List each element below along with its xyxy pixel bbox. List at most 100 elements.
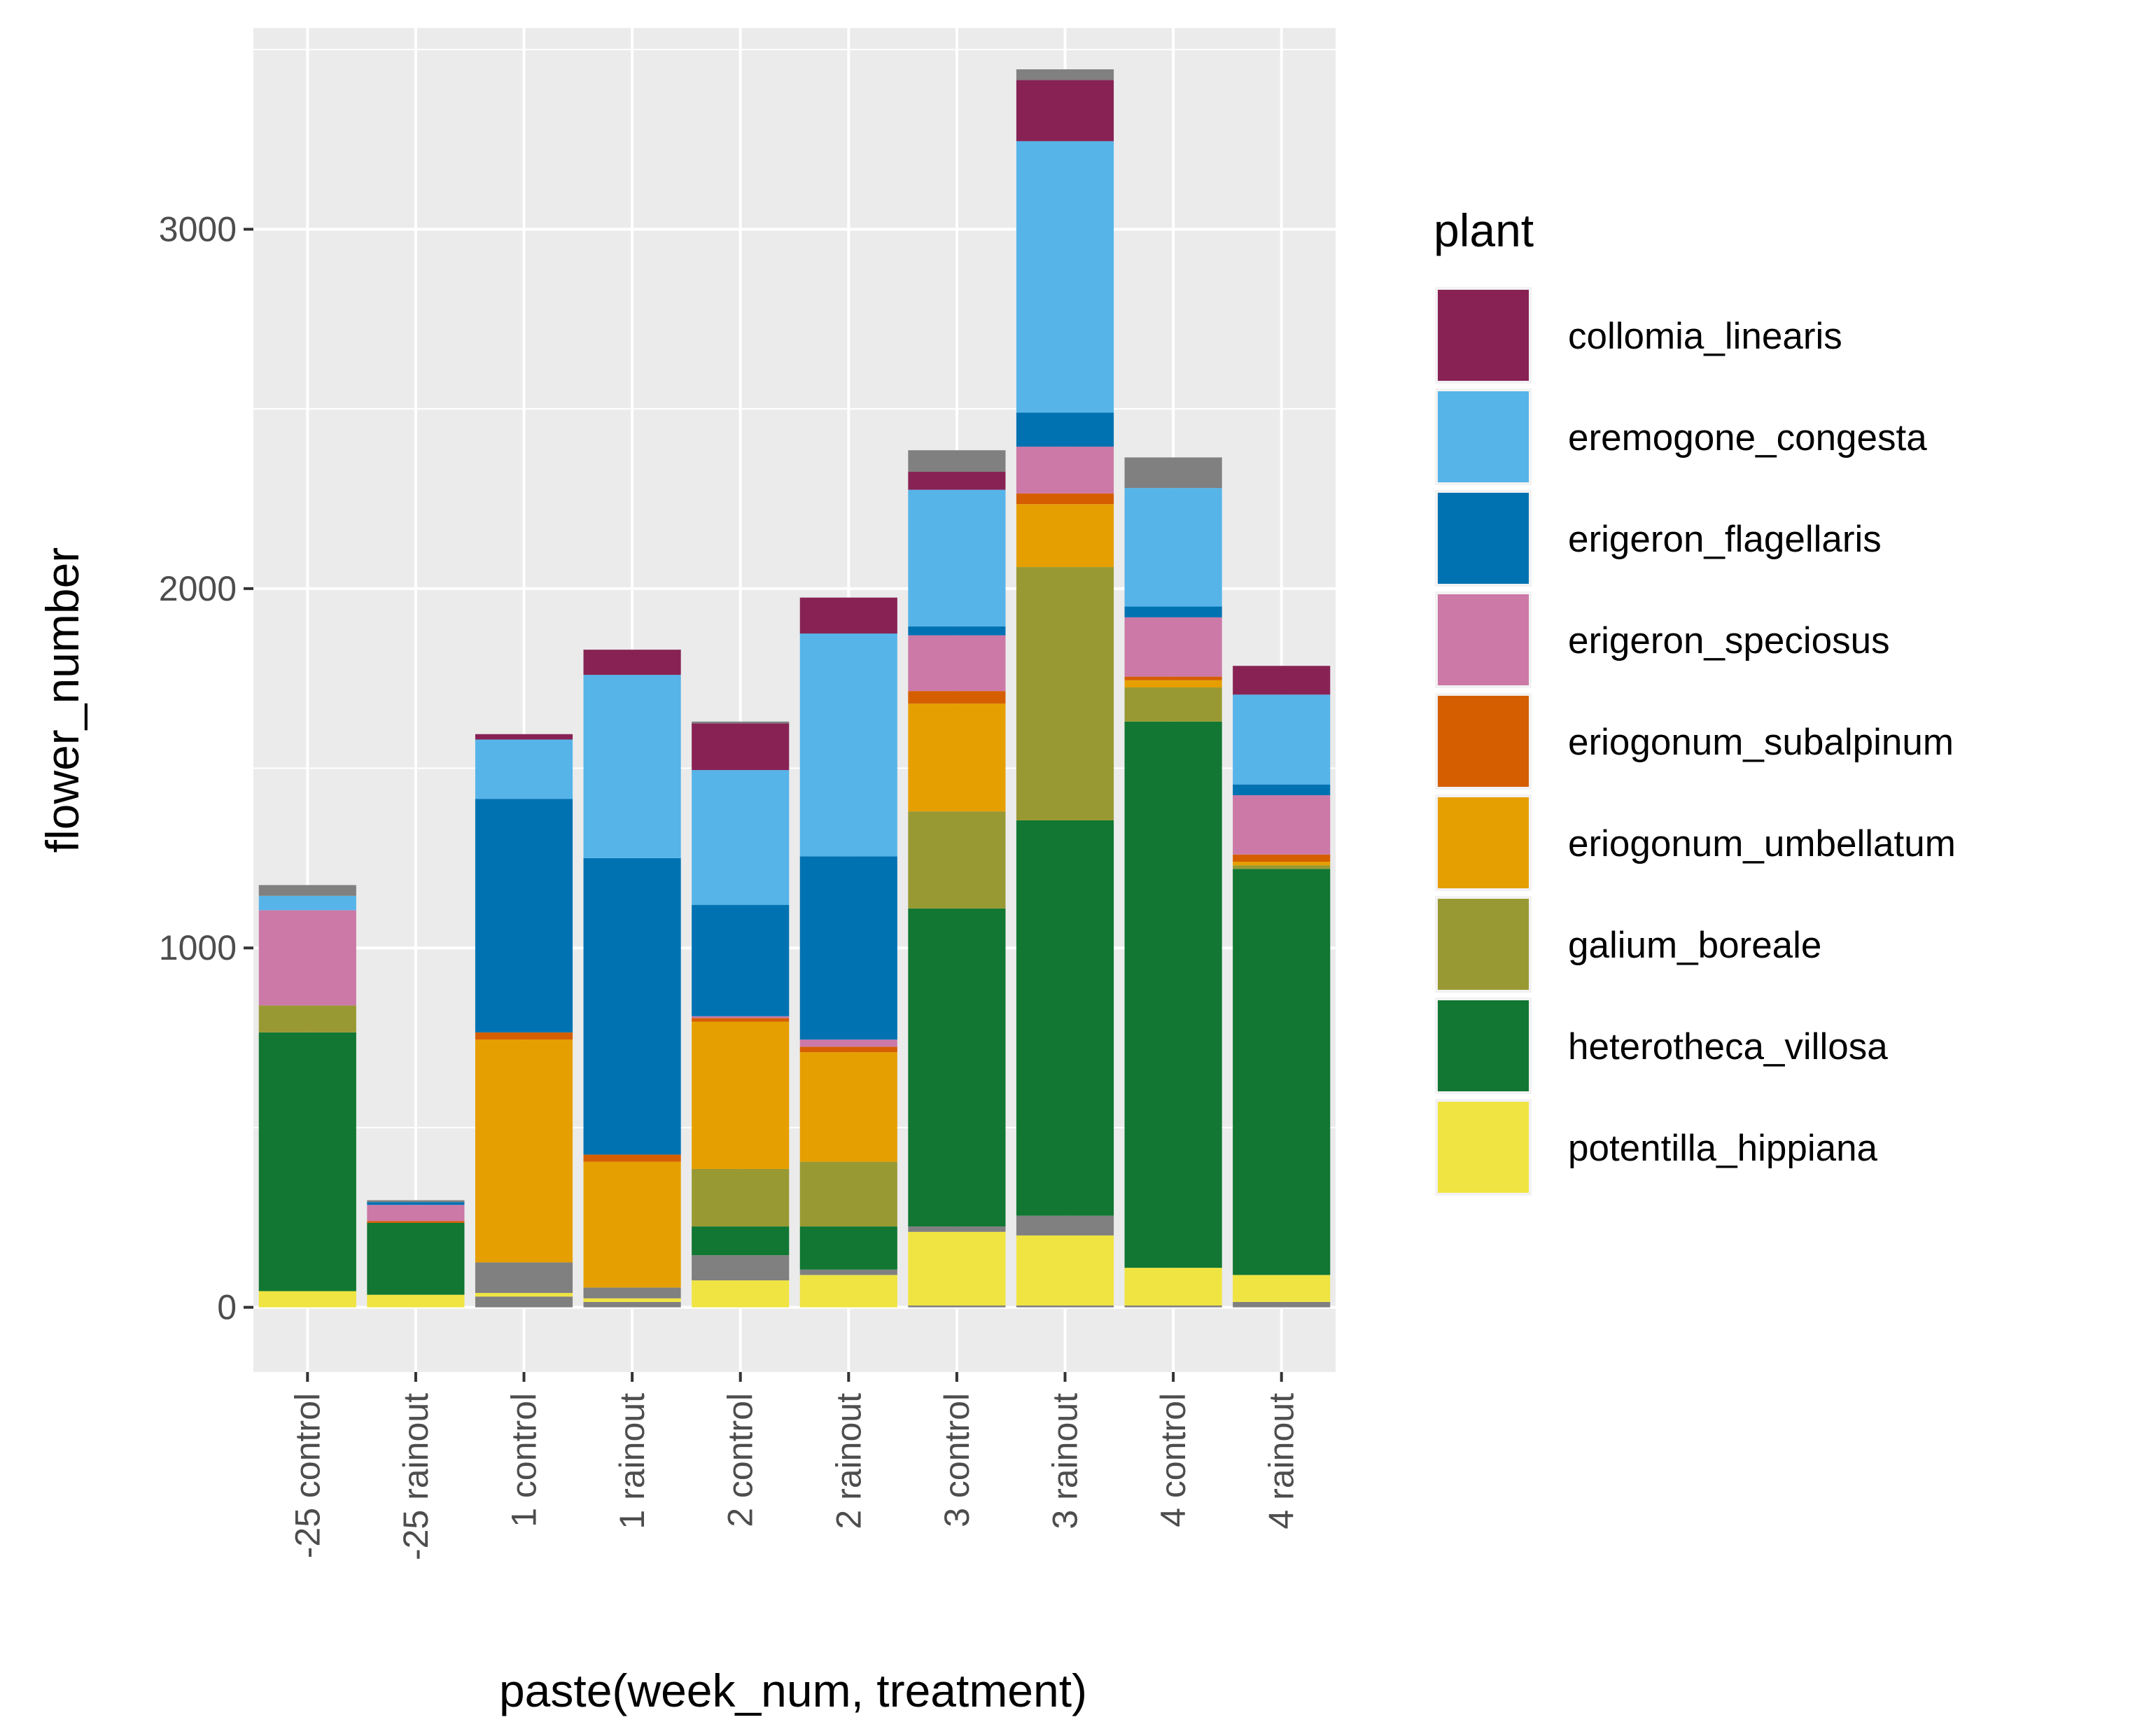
bar-segment-erigeron-speciosus	[908, 635, 1006, 692]
bar-segment-other	[583, 1301, 681, 1308]
bar-segment-potentilla-hippiana	[908, 1231, 1006, 1306]
bar-segment-heterotheca-villosa	[1124, 721, 1222, 1268]
bar-segment-eriogonum-umbellatum	[1233, 862, 1331, 866]
x-tick-label: -25 control	[288, 1393, 327, 1558]
bar-segment-erigeron-speciosus	[258, 910, 356, 1006]
bar-segment-eriogonum-umbellatum	[1016, 504, 1114, 568]
x-tick-label: 2 rainout	[829, 1393, 868, 1530]
legend-key-erigeron-flagellaris	[1435, 490, 1532, 587]
bar-segment-erigeron-speciosus	[799, 1040, 897, 1047]
bar-segment-eriogonum-umbellatum	[475, 1040, 573, 1263]
bar-segment-eremogone-congesta	[258, 895, 356, 911]
bar-segment-galium-boreale	[258, 1005, 356, 1032]
legend-key-eriogonum-umbellatum	[1435, 794, 1532, 891]
bar-segment-collomia-linearis	[1233, 666, 1331, 695]
bar-segment-eremogone-congesta	[1016, 141, 1114, 413]
bar-segment-eremogone-congesta	[583, 675, 681, 858]
bar-segment-eriogonum-subalpinum	[1124, 676, 1222, 680]
bar-segment-erigeron-speciosus	[1016, 447, 1114, 493]
bar-segment-galium-boreale	[1124, 687, 1222, 722]
bar-segment-other	[908, 1226, 1006, 1232]
bar-segment-other	[1124, 1306, 1222, 1308]
bar-segment-galium-boreale	[692, 1168, 790, 1227]
bar-segment-erigeron-flagellaris	[692, 904, 790, 1016]
bar-segment-erigeron-speciosus	[1233, 795, 1331, 855]
bar-segment-potentilla-hippiana	[692, 1280, 790, 1308]
bar-segment-potentilla-hippiana	[1016, 1235, 1114, 1306]
bar-segment-erigeron-flagellaris	[367, 1202, 465, 1205]
bar-segment-potentilla-hippiana	[1124, 1268, 1222, 1306]
bars	[258, 69, 1331, 1308]
legend-key-galium-boreale	[1435, 896, 1532, 993]
legend-label: eriogonum_umbellatum	[1568, 823, 1956, 864]
bar-segment-eriogonum-umbellatum	[1124, 680, 1222, 688]
bar-segment-other	[367, 1200, 465, 1203]
bar-segment-eremogone-congesta	[1233, 694, 1331, 785]
x-tick-label: 4 rainout	[1262, 1393, 1301, 1530]
x-tick-label: 4 control	[1154, 1393, 1193, 1527]
bar-segment-heterotheca-villosa	[367, 1222, 465, 1295]
bar-segment-galium-boreale	[1233, 865, 1331, 869]
bar-segment-eriogonum-subalpinum	[475, 1032, 573, 1040]
legend-key-eriogonum-subalpinum	[1435, 693, 1532, 790]
y-axis: 0 1000 2000 3000	[159, 209, 253, 1327]
bar-segment-erigeron-flagellaris	[1233, 784, 1331, 796]
bar-segment-eriogonum-subalpinum	[367, 1221, 465, 1223]
legend-key-heterotheca-villosa	[1435, 997, 1532, 1094]
legend-label: eremogone_congesta	[1568, 417, 1927, 458]
bar-segment-other	[908, 450, 1006, 472]
bar-segment-other	[475, 1262, 573, 1294]
bar-segment-other	[475, 1296, 573, 1308]
legend-key-erigeron-speciosus	[1435, 592, 1532, 688]
bar-segment-erigeron-speciosus	[1124, 617, 1222, 677]
x-tick-label: 3 control	[937, 1393, 976, 1527]
bar-segment-eriogonum-subalpinum	[799, 1046, 897, 1053]
legend-key-potentilla-hippiana	[1435, 1099, 1532, 1196]
bar-segment-potentilla-hippiana	[799, 1275, 897, 1308]
legend-label: collomia_linearis	[1568, 316, 1842, 357]
x-axis-title: paste(week_num, treatment)	[499, 1665, 1087, 1716]
bar-segment-eremogone-congesta	[692, 770, 790, 905]
bar-segment-heterotheca-villosa	[908, 908, 1006, 1227]
legend-key-eremogone-congesta	[1435, 388, 1532, 485]
legend: plant collomia_linearis eremogone_congest…	[1434, 204, 1956, 1196]
bar-segment-collomia-linearis	[475, 734, 573, 740]
bar-segment-erigeron-flagellaris	[908, 626, 1006, 636]
bar-segment-eremogone-congesta	[908, 489, 1006, 626]
bar-segment-other	[1016, 1306, 1114, 1308]
x-tick-label: 3 rainout	[1046, 1393, 1085, 1530]
bar-segment-other	[692, 721, 790, 724]
bar-segment-heterotheca-villosa	[692, 1226, 790, 1256]
bar-segment-potentilla-hippiana	[1233, 1275, 1331, 1302]
bar-segment-collomia-linearis	[692, 723, 790, 771]
x-tick-label: 1 control	[505, 1393, 544, 1527]
bar-segment-erigeron-flagellaris	[475, 799, 573, 1032]
bar-segment-other	[692, 1255, 790, 1281]
bar-segment-erigeron-flagellaris	[1016, 412, 1114, 447]
bar-segment-heterotheca-villosa	[799, 1226, 897, 1270]
x-tick-label: 1 rainout	[612, 1393, 652, 1530]
bar-segment-erigeron-flagellaris	[583, 858, 681, 1155]
bar-segment-collomia-linearis	[1016, 80, 1114, 141]
bar-segment-heterotheca-villosa	[258, 1032, 356, 1292]
bar-segment-heterotheca-villosa	[1016, 820, 1114, 1216]
x-tick-label: -25 rainout	[396, 1393, 435, 1560]
bar-segment-collomia-linearis	[799, 597, 897, 634]
bar-segment-other	[1233, 1301, 1331, 1308]
bar-segment-other	[1016, 69, 1114, 80]
legend-label: eriogonum_subalpinum	[1568, 722, 1954, 763]
bar-segment-erigeron-speciosus	[692, 1016, 790, 1018]
bar-segment-other	[1016, 1215, 1114, 1236]
bar-segment-erigeron-flagellaris	[799, 856, 897, 1040]
bar-segment-eremogone-congesta	[799, 634, 897, 857]
legend-label: potentilla_hippiana	[1568, 1128, 1878, 1169]
bar-segment-eriogonum-umbellatum	[692, 1021, 790, 1169]
bar-segment-eriogonum-umbellatum	[799, 1052, 897, 1162]
bar-segment-eremogone-congesta	[1124, 488, 1222, 607]
y-tick-label: 1000	[159, 928, 237, 967]
bar-segment-other	[1124, 457, 1222, 489]
bar-segment-potentilla-hippiana	[258, 1291, 356, 1308]
legend-label: erigeron_speciosus	[1568, 620, 1890, 662]
bar-segment-eriogonum-subalpinum	[908, 691, 1006, 704]
